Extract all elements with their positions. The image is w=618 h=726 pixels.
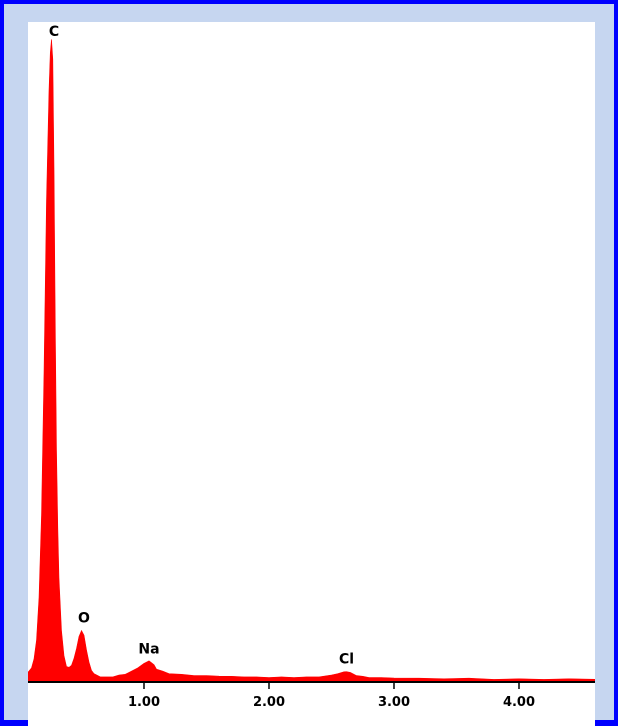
spectrum-area (28, 39, 595, 683)
peak-label-o: O (78, 611, 90, 627)
peak-label-na: Na (138, 641, 159, 657)
peak-label-cl: Cl (339, 652, 354, 668)
x-tick-label-1: 2.00 (253, 695, 285, 710)
plot-area: 1.00 2.00 3.00 4.00 C O Na Cl (28, 22, 595, 726)
spectrum-chart: 1.00 2.00 3.00 4.00 C O Na Cl (28, 24, 595, 710)
x-tick-label-0: 1.00 (128, 695, 160, 710)
peak-label-c: C (49, 24, 59, 40)
x-tick-label-2: 3.00 (378, 695, 410, 710)
x-tick-label-3: 4.00 (503, 695, 535, 710)
chart-frame: 1.00 2.00 3.00 4.00 C O Na Cl (4, 4, 614, 726)
